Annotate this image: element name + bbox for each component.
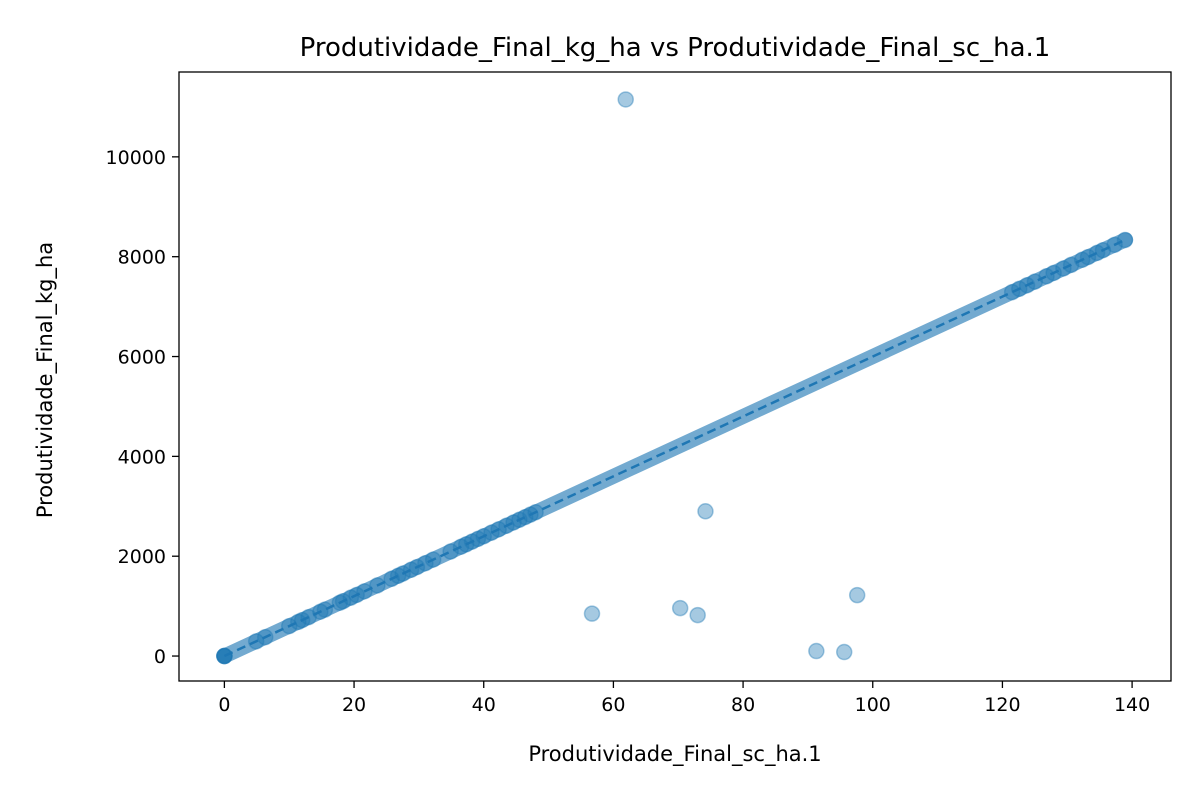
y-tick-label: 8000 <box>118 247 166 269</box>
y-axis-label: Produtividade_Final_kg_ha <box>33 242 58 518</box>
x-tick-label: 80 <box>731 694 755 716</box>
scatter-point <box>835 643 853 661</box>
y-tick-label: 6000 <box>118 347 166 369</box>
scatter-point <box>808 642 825 660</box>
scatter-point <box>617 91 634 108</box>
scatter-point <box>583 605 601 622</box>
scatter-point <box>469 530 487 548</box>
y-tick-label: 0 <box>154 646 166 668</box>
x-tick-label: 100 <box>855 694 891 716</box>
scatter-point <box>1038 268 1055 285</box>
scatter-point <box>1079 248 1097 266</box>
scatter-point <box>402 561 420 579</box>
y-tick-label: 10000 <box>106 147 166 169</box>
chart-title: Produtividade_Final_kg_ha vs Produtivida… <box>300 33 1051 63</box>
scatter-point <box>689 606 706 624</box>
scatter-point <box>1088 244 1106 262</box>
y-tick-label: 4000 <box>118 446 166 468</box>
scatter-point <box>1026 273 1044 290</box>
scatter-point <box>516 508 534 526</box>
x-tick-label: 120 <box>984 694 1020 716</box>
marks-layer <box>216 91 1134 665</box>
scatter-point <box>671 599 689 617</box>
scatter-point <box>290 613 307 631</box>
x-tick-label: 40 <box>472 694 496 716</box>
y-axis-ticks: 0 2000 4000 6000 8000 10000 <box>106 147 179 668</box>
scatter-point <box>697 503 714 520</box>
scatter-point <box>442 543 459 560</box>
trend-line <box>223 238 1127 658</box>
x-axis-ticks: 0 20 40 60 80 100 120 140 <box>218 681 1150 716</box>
x-tick-label: 140 <box>1114 694 1150 716</box>
x-tick-label: 0 <box>218 694 230 716</box>
scatter-point <box>1116 231 1134 249</box>
plot-frame <box>178 71 1172 682</box>
scatter-point <box>848 586 866 604</box>
y-tick-label: 2000 <box>118 546 166 568</box>
scatter-point <box>505 514 522 531</box>
scatter-point <box>417 554 434 572</box>
scatter-point <box>389 567 407 585</box>
scatter-point <box>316 601 334 618</box>
x-tick-label: 60 <box>601 694 625 716</box>
x-tick-label: 20 <box>342 694 366 716</box>
scatter-point <box>342 589 360 606</box>
scatter-point <box>1003 283 1021 301</box>
x-axis-label: Produtividade_Final_sc_ha.1 <box>528 742 821 767</box>
